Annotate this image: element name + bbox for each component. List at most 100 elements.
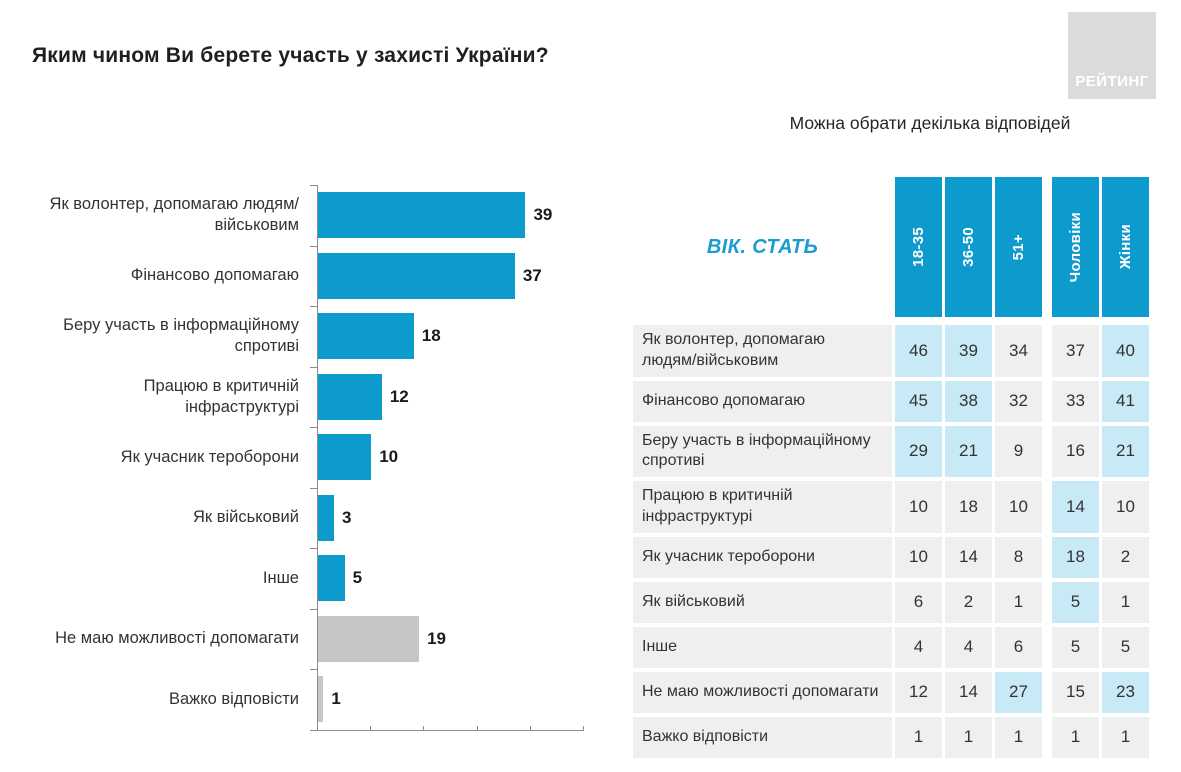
table-cell: 21 [1102, 425, 1149, 478]
bar-row: Як волонтер, допомагаю людям/військовим 3… [30, 185, 615, 246]
table-cell: 8 [995, 536, 1042, 578]
table-cell: 38 [945, 380, 992, 422]
bar-row: Фінансово допомагаю 37 [30, 245, 615, 306]
x-axis [317, 726, 584, 731]
table-cell: 15 [1052, 671, 1099, 713]
table-cell: 46 [895, 325, 942, 377]
bar-plot-area: 18 [317, 306, 615, 367]
bar-category-label: Беру участь в інформаційному спротиві [63, 316, 299, 356]
y-axis-tick [310, 366, 317, 368]
column-header-text: 36-50 [960, 227, 977, 267]
table-cell: 34 [995, 325, 1042, 377]
table-column-header: 36-50 [945, 177, 992, 317]
column-group-gap [1045, 325, 1049, 377]
x-axis-tick [583, 726, 584, 731]
table-cell: 40 [1102, 325, 1149, 377]
bar-chart-rows: Як волонтер, допомагаю людям/військовим 3… [30, 185, 615, 731]
table-cell: 1 [945, 716, 992, 758]
table-column-header: 18-35 [895, 177, 942, 317]
y-axis-tick [310, 729, 317, 731]
x-axis-tick [370, 726, 372, 731]
table-cell: 6 [895, 581, 942, 623]
x-axis-tick [423, 726, 425, 731]
table-row: Інше 4 4 6 5 5 [633, 626, 1149, 668]
table-corner-label: ВІК. СТАТЬ [706, 235, 819, 258]
table-row: Як учасник тероборони 10 14 8 18 2 [633, 536, 1149, 578]
table-cell: 2 [945, 581, 992, 623]
x-axis-tick [529, 726, 531, 731]
bar-row: Інше 5 [30, 548, 615, 609]
column-group-gap [1045, 426, 1049, 478]
bar-value-label: 3 [341, 507, 352, 527]
bar [318, 192, 526, 239]
table-cell: 2 [1102, 536, 1149, 578]
bar-row: Важко відповісти 1 [30, 669, 615, 730]
rating-logo-text: РЕЙТИНГ [1075, 73, 1149, 90]
row-label: Фінансово допомагаю [633, 380, 892, 422]
table-cell: 1 [895, 716, 942, 758]
table-cell: 23 [1102, 671, 1149, 713]
table-row: Фінансово допомагаю 45 38 32 33 41 [633, 380, 1149, 422]
bar-plot-area: 3 [317, 487, 615, 548]
column-group-gap [1045, 672, 1049, 713]
y-axis-tick [310, 669, 317, 670]
column-group-gap [1045, 177, 1049, 317]
table-cell: 33 [1052, 380, 1099, 422]
bar-value-label: 5 [352, 568, 363, 588]
table-cell: 4 [945, 626, 992, 668]
table-cell: 39 [945, 325, 992, 377]
bar-value-label: 19 [427, 628, 446, 648]
table-cell: 41 [1102, 380, 1149, 422]
column-header-text: Чоловіки [1067, 211, 1084, 283]
table-cell: 6 [995, 626, 1042, 668]
table-cell: 14 [945, 536, 992, 578]
bar-row: Як учасник тероборони 10 [30, 427, 615, 488]
bar-row: Не маю можливості допомагати 19 [30, 608, 615, 669]
bar [318, 494, 334, 541]
table-cell: 1 [1102, 716, 1149, 758]
bar-value-label: 10 [379, 447, 399, 467]
table-cell: 1 [1102, 581, 1149, 623]
bar [318, 615, 420, 662]
bar-category-label: Не маю можливості допомагати [55, 629, 299, 648]
table-cell: 18 [945, 481, 992, 533]
row-label: Як учасник тероборони [633, 536, 892, 578]
column-group-gap [1045, 627, 1049, 668]
bar-plot-area: 5 [317, 548, 615, 609]
table-cell: 14 [1052, 481, 1099, 533]
bar-chart: Як волонтер, допомагаю людям/військовим 3… [30, 185, 615, 731]
crosstab-table: ВІК. СТАТЬ 18-35 36-50 51+ Чоловіки Жінки Як… [633, 177, 1149, 762]
bar-value-label: 37 [522, 265, 542, 285]
bar-plot-area: 1 [317, 669, 615, 730]
y-axis-tick [310, 306, 317, 307]
table-cell: 12 [895, 671, 942, 713]
table-cell: 18 [1052, 536, 1099, 578]
table-cell: 45 [895, 380, 942, 422]
y-axis-tick [310, 548, 317, 549]
page-title: Яким чином Ви берете участь у захисті Ук… [32, 44, 549, 68]
table-column-header: Чоловіки [1052, 177, 1099, 317]
table-cell: 10 [895, 481, 942, 533]
table-cell: 1 [995, 716, 1042, 758]
column-group-gap [1045, 481, 1049, 533]
bar-value-label: 1 [331, 689, 341, 709]
bar [318, 434, 372, 481]
bar [318, 676, 324, 723]
table-cell: 14 [945, 671, 992, 713]
bar-value-label: 12 [389, 386, 409, 406]
bar-category-label: Працюю в критичній інфраструктурі [143, 376, 299, 416]
bar-plot-area: 10 [317, 427, 615, 488]
bar-plot-area: 12 [317, 366, 615, 427]
rating-group-logo: РЕЙТИНГ [1068, 12, 1156, 99]
bar-plot-area: 37 [317, 245, 615, 306]
bar-row: Працюю в критичній інфраструктурі 12 [30, 366, 615, 427]
table-column-header: 51+ [995, 177, 1042, 317]
table-cell: 10 [1102, 481, 1149, 533]
row-label: Як волонтер, допомагаю людям/військовим [633, 325, 892, 377]
column-header-text: 51+ [1010, 233, 1027, 261]
row-label: Не маю можливості допомагати [633, 671, 892, 713]
table-row: Працюю в критичній інфраструктурі 10 18 10 1… [633, 481, 1149, 533]
table-cell: 4 [895, 626, 942, 668]
table-cell: 9 [995, 425, 1042, 478]
